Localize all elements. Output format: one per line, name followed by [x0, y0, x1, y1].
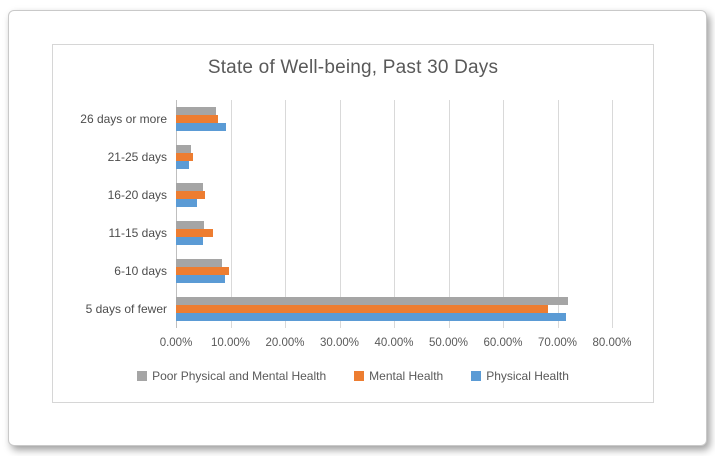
- category-row: 16-20 days: [108, 176, 612, 214]
- bar-poor-physical-and-mental-health[interactable]: [176, 145, 192, 153]
- x-tick-label: 40.00%: [374, 337, 414, 349]
- category-label: 6-10 days: [114, 264, 167, 278]
- x-tick-label: 70.00%: [537, 337, 578, 349]
- bar-mental-health[interactable]: [176, 153, 193, 161]
- x-tick-label: 10.00%: [210, 337, 251, 349]
- bar-group: [176, 145, 612, 169]
- gridline: [612, 100, 613, 328]
- category-row: 26 days or more: [80, 100, 612, 138]
- bar-mental-health[interactable]: [176, 115, 218, 123]
- legend-label: Poor Physical and Mental Health: [152, 369, 327, 383]
- category-row: 21-25 days: [108, 138, 612, 176]
- bar-poor-physical-and-mental-health[interactable]: [176, 259, 222, 267]
- category-label: 16-20 days: [107, 188, 167, 202]
- bar-physical-health[interactable]: [176, 275, 225, 283]
- gridline: [230, 100, 232, 328]
- gridline: [339, 100, 341, 328]
- legend: Poor Physical and Mental Health Mental He…: [53, 369, 653, 383]
- legend-swatch-mental-health: [354, 371, 365, 381]
- bar-poor-physical-and-mental-health[interactable]: [176, 221, 204, 229]
- bar-physical-health[interactable]: [176, 161, 189, 169]
- x-tick-label: 60.00%: [483, 337, 523, 349]
- bar-group: [176, 259, 612, 283]
- bar-group: [176, 107, 612, 131]
- x-tick-label: 20.00%: [265, 337, 305, 349]
- category-axis-line: [176, 100, 177, 328]
- x-tick-label: 30.00%: [319, 337, 360, 349]
- bar-poor-physical-and-mental-health[interactable]: [176, 183, 204, 191]
- gridline: [448, 100, 450, 328]
- gridline: [557, 100, 559, 328]
- bar-mental-health[interactable]: [176, 305, 549, 313]
- bar-physical-health[interactable]: [176, 199, 198, 207]
- x-tick-label: 0.00%: [159, 337, 193, 349]
- legend-swatch-poor-physical-and-mental-health: [137, 371, 148, 381]
- gridline: [503, 100, 504, 328]
- bar-mental-health[interactable]: [176, 191, 205, 199]
- bar-poor-physical-and-mental-health[interactable]: [176, 107, 216, 115]
- x-tick-label: 50.00%: [428, 337, 469, 349]
- chart-area[interactable]: State of Well-being, Past 30 Days 0.00% 1…: [52, 44, 654, 403]
- bar-physical-health[interactable]: [176, 313, 567, 321]
- legend-item-poor-physical-and-mental-health[interactable]: Poor Physical and Mental Health: [137, 369, 326, 383]
- bar-mental-health[interactable]: [176, 267, 229, 275]
- category-label: 11-15 days: [108, 226, 167, 240]
- category-row: 5 days of fewer: [86, 290, 612, 328]
- bar-group: [176, 221, 612, 245]
- category-label: 26 days or more: [80, 112, 167, 126]
- bar-physical-health[interactable]: [176, 237, 203, 245]
- category-row: 6-10 days: [114, 252, 612, 290]
- legend-item-mental-health[interactable]: Mental Health: [354, 369, 443, 383]
- category-row: 11-15 days: [109, 214, 612, 252]
- chart-title: State of Well-being, Past 30 Days: [207, 57, 499, 78]
- category-label: 21-25 days: [107, 150, 167, 164]
- bar-physical-health[interactable]: [176, 123, 227, 131]
- legend-label: Mental Health: [369, 369, 444, 383]
- category-label: 5 days of fewer: [85, 302, 167, 316]
- plot-area: 0.00% 10.00% 20.00% 30.00% 40.00% 50.00% 60.00…: [80, 100, 632, 349]
- legend-swatch-physical-health: [471, 371, 482, 381]
- worksheet-page: State of Well-being, Past 30 Days 0.00% 1…: [8, 10, 707, 446]
- legend-label: Physical Health: [486, 369, 569, 383]
- x-tick-label: 80.00%: [592, 337, 632, 349]
- bar-poor-physical-and-mental-health[interactable]: [176, 297, 569, 305]
- gridline: [285, 100, 286, 328]
- gridline: [394, 100, 395, 328]
- legend-item-physical-health[interactable]: Physical Health: [471, 369, 569, 383]
- bar-mental-health[interactable]: [176, 229, 213, 237]
- bar-group: [176, 297, 612, 321]
- bar-group: [176, 183, 612, 207]
